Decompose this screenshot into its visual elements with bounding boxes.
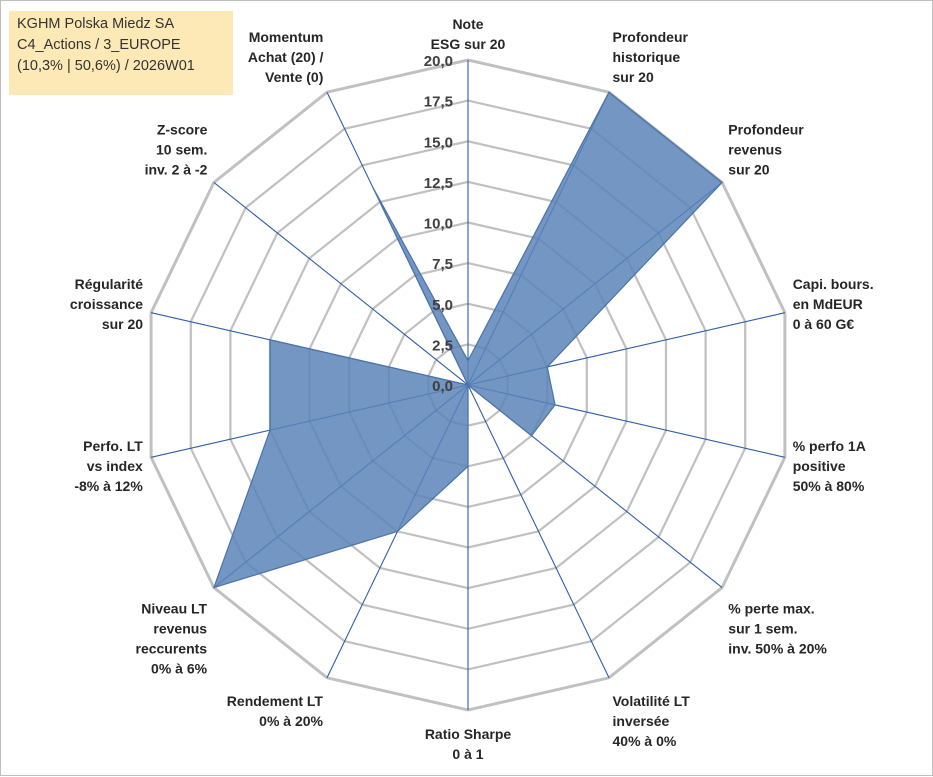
tick-label-1: 2,5 — [432, 337, 453, 354]
axis-spoke-12 — [213, 181, 469, 386]
axis-label-12: Z-score 10 sem. inv. 2 à -2 — [145, 121, 208, 177]
axis-label-2: Profondeur revenus sur 20 — [728, 121, 804, 177]
axis-label-10: Perfo. LT vs index -8% à 12% — [74, 438, 143, 494]
tick-label-3: 7,5 — [432, 256, 453, 273]
tick-label-6: 15,0 — [424, 134, 453, 151]
axis-label-1: Profondeur historique sur 20 — [613, 29, 689, 85]
tick-label-4: 10,0 — [424, 216, 453, 233]
data-area — [212, 91, 723, 589]
tick-label-5: 12,5 — [424, 175, 453, 192]
title-category: C4_Actions / 3_EUROPE — [17, 37, 181, 53]
axis-label-8: Rendement LT 0% à 20% — [227, 693, 324, 729]
title-company: KGHM Polska Miedz SA — [17, 16, 175, 32]
axis-label-5: % perte max. sur 1 sem. inv. 50% à 20% — [728, 601, 827, 657]
tick-label-8: 20,0 — [424, 53, 453, 70]
tick-label-2: 5,0 — [432, 297, 453, 314]
axis-label-9: Niveau LT revenus reccurents 0% à 6% — [136, 601, 208, 677]
axis-label-3: Capi. bours. en MdEUR 0 à 60 G€ — [793, 276, 874, 332]
tick-label-0: 0,0 — [432, 378, 453, 395]
axis-label-7: Ratio Sharpe 0 à 1 — [425, 726, 512, 762]
axis-label-6: Volatilité LT inversée 40% à 0% — [613, 693, 691, 749]
axis-label-4: % perfo 1A positive 50% à 80% — [793, 438, 866, 494]
axis-label-11: Régularité croissance sur 20 — [70, 276, 143, 332]
axis-label-13: Momentum Achat (20) / Vente (0) — [248, 29, 324, 85]
tick-label-7: 17,5 — [424, 94, 453, 111]
title-period: (10,3% | 50,6%) / 2026W01 — [17, 58, 195, 74]
axis-label-0: Note ESG sur 20 — [431, 16, 506, 52]
title-box: KGHM Polska Miedz SA C4_Actions / 3_EURO… — [9, 11, 233, 95]
axis-spoke-6 — [467, 384, 610, 679]
